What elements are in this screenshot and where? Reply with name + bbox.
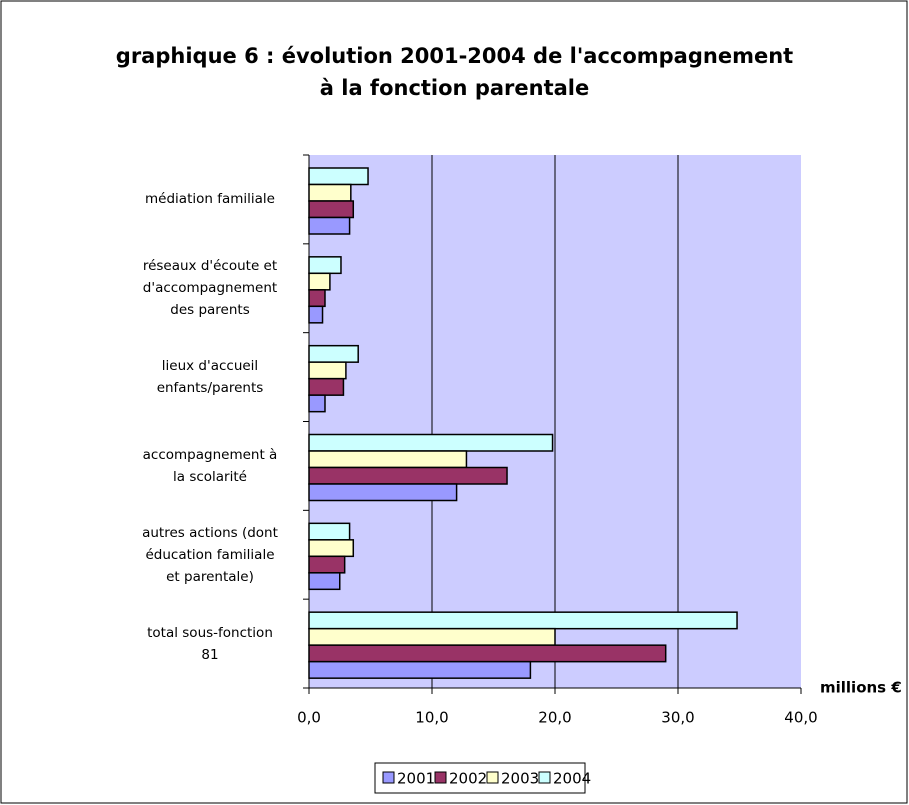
bar bbox=[308, 539, 355, 558]
bar bbox=[308, 289, 326, 308]
legend-swatch bbox=[382, 771, 395, 784]
x-tick-label: 0,0 bbox=[297, 709, 321, 727]
y-tick-label: médiation familiale bbox=[145, 191, 275, 208]
y-tick-label: autres actions (dont éducation familiale… bbox=[142, 524, 278, 585]
bar bbox=[308, 377, 345, 396]
bar bbox=[308, 433, 554, 452]
bar bbox=[308, 256, 342, 275]
bar bbox=[308, 216, 351, 235]
bar bbox=[308, 394, 326, 413]
legend-label: 2003 bbox=[501, 770, 539, 788]
bar bbox=[308, 644, 667, 663]
legend-label: 2001 bbox=[397, 770, 435, 788]
bar bbox=[308, 611, 738, 630]
legend-swatch bbox=[434, 771, 447, 784]
bar bbox=[308, 522, 351, 541]
bar bbox=[308, 450, 468, 469]
x-axis-label: millions € bbox=[820, 679, 902, 697]
bar bbox=[308, 167, 369, 186]
chart-title: graphique 6 : évolution 2001-2004 de l'a… bbox=[115, 44, 794, 100]
bar bbox=[308, 361, 347, 380]
bar bbox=[308, 483, 458, 502]
bar bbox=[308, 572, 341, 591]
legend-swatch bbox=[486, 771, 499, 784]
legend-label: 2004 bbox=[553, 770, 591, 788]
x-tick-label: 10,0 bbox=[415, 709, 448, 727]
bar bbox=[308, 272, 331, 291]
legend-swatch bbox=[538, 771, 551, 784]
bar bbox=[308, 627, 556, 646]
x-tick-label: 40,0 bbox=[784, 709, 817, 727]
y-tick-label: total sous-fonction 81 bbox=[147, 624, 273, 663]
bar bbox=[308, 200, 355, 219]
bar bbox=[308, 555, 346, 574]
bar bbox=[308, 305, 324, 324]
x-tick-label: 20,0 bbox=[538, 709, 571, 727]
legend-label: 2002 bbox=[449, 770, 487, 788]
bar bbox=[308, 183, 352, 202]
bar bbox=[308, 466, 508, 485]
bar bbox=[308, 344, 359, 363]
y-tick-label: réseaux d'écoute et d'accompagnement des… bbox=[142, 258, 278, 319]
y-tick-label: accompagnement à la scolarité bbox=[142, 446, 278, 485]
bar bbox=[308, 660, 532, 679]
y-tick-label: lieux d'accueil enfants/parents bbox=[156, 358, 264, 397]
x-tick-label: 30,0 bbox=[661, 709, 694, 727]
